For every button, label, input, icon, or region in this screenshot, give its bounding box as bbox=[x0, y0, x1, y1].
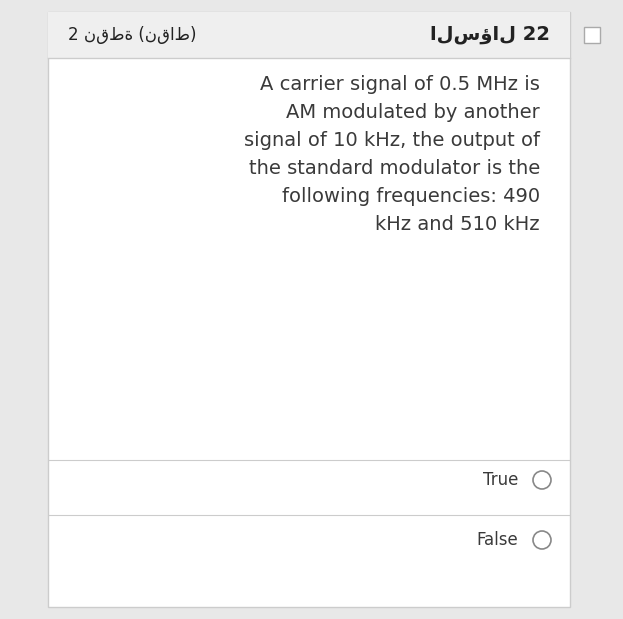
Text: signal of 10 kHz, the output of: signal of 10 kHz, the output of bbox=[244, 131, 540, 150]
FancyBboxPatch shape bbox=[48, 12, 570, 58]
Text: AM modulated by another: AM modulated by another bbox=[286, 103, 540, 122]
Text: kHz and 510 kHz: kHz and 510 kHz bbox=[376, 215, 540, 234]
Text: the standard modulator is the: the standard modulator is the bbox=[249, 159, 540, 178]
Text: False: False bbox=[476, 531, 518, 549]
FancyBboxPatch shape bbox=[48, 12, 570, 607]
Text: True: True bbox=[483, 471, 518, 489]
FancyBboxPatch shape bbox=[584, 27, 600, 43]
Text: السؤال 22: السؤال 22 bbox=[430, 25, 550, 45]
Text: A carrier signal of 0.5 MHz is: A carrier signal of 0.5 MHz is bbox=[260, 75, 540, 94]
Text: 2 نقطة (نقاط): 2 نقطة (نقاط) bbox=[68, 26, 196, 44]
Text: following frequencies: 490: following frequencies: 490 bbox=[282, 187, 540, 206]
